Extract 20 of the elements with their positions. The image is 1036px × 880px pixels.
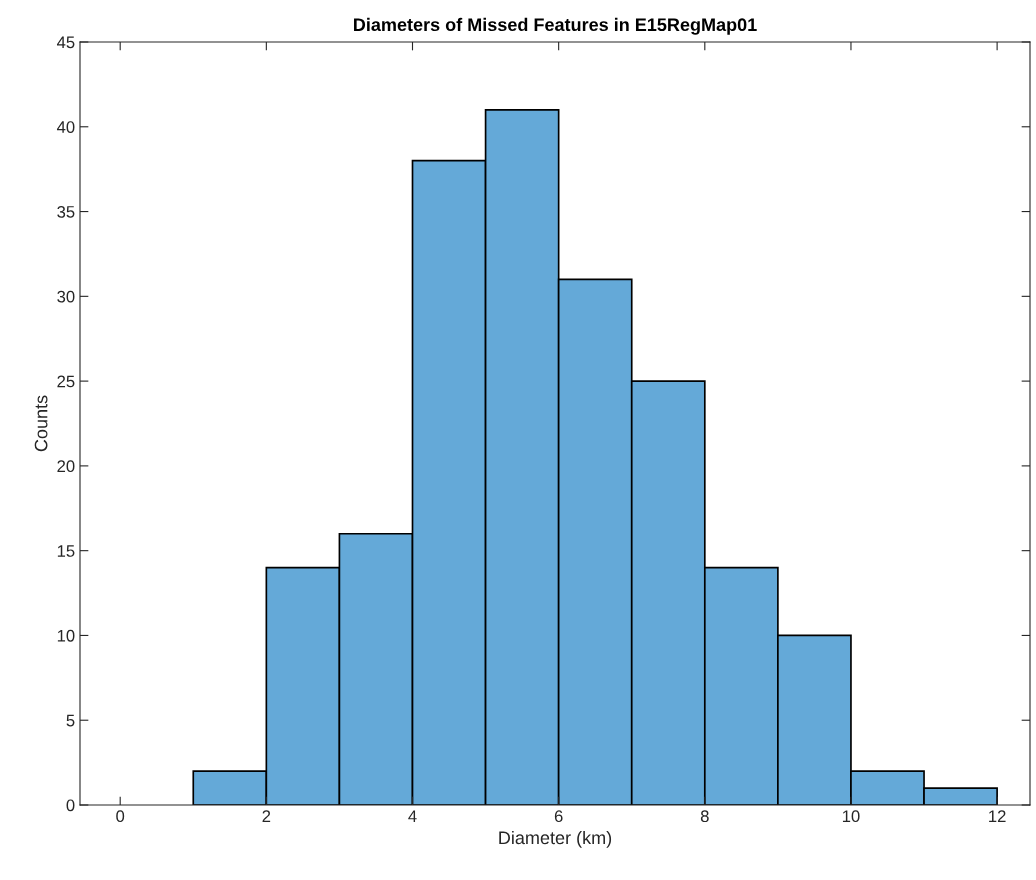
y-tick-label: 0 [66,799,75,812]
y-tick-label: 40 [56,121,75,133]
y-tick-label: 25 [57,375,75,388]
x-tick-label: 8 [700,810,709,823]
y-tick-label: 30 [57,290,75,303]
y-tick-label: 20 [57,460,75,473]
x-tick-label: 12 [989,810,1006,822]
chart-title: Diameters of Missed Features in E15RegMap01 [354,17,757,35]
y-tick-label: 15 [57,545,75,557]
y-tick-label: 10 [57,629,75,642]
x-tick-label: 4 [408,810,417,822]
x-axis-title: Diameter (km) [499,830,612,848]
y-tick-label: 35 [57,205,75,218]
y-tick-label: 45 [56,36,75,49]
x-tick-label: 10 [842,810,860,823]
x-tick-label: 2 [262,810,271,822]
x-tick-label: 6 [554,810,563,823]
y-tick-label: 5 [66,714,75,727]
x-tick-label: 0 [116,810,125,823]
y-axis-title: Counts [34,395,48,452]
